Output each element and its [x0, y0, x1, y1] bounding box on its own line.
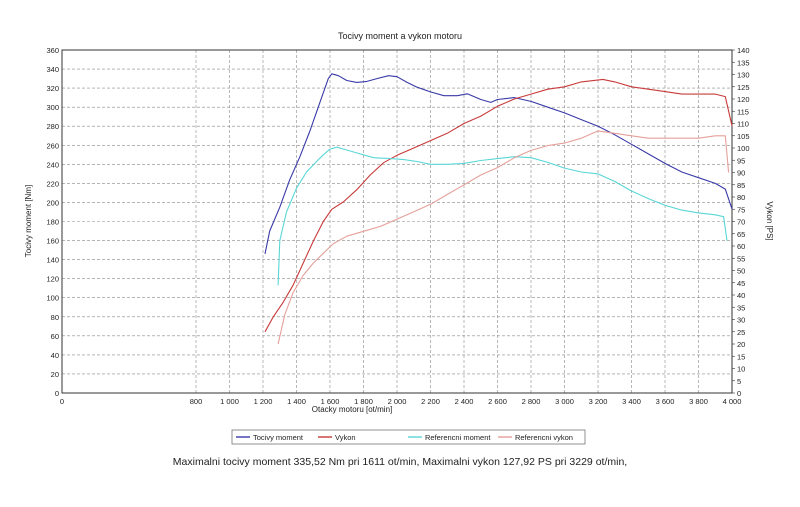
series-line-2: [264, 78, 733, 333]
summary-text: Maximalni tocivy moment 335,52 Nm pri 16…: [172, 456, 628, 468]
y-right-tick-label: 80: [737, 193, 745, 202]
y-right-tick-label: 0: [737, 389, 741, 398]
y-right-tick-label: 50: [737, 267, 745, 276]
x-tick-label: 3 000: [555, 397, 574, 406]
series-line-4: [277, 130, 730, 345]
y-left-tick-label: 220: [46, 179, 59, 188]
x-tick-label: 1 000: [220, 397, 239, 406]
y-right-tick-label: 100: [737, 144, 750, 153]
y-right-tick-label: 30: [737, 316, 745, 325]
x-tick-label: 1 800: [354, 397, 373, 406]
x-tick-label: 3 800: [689, 397, 708, 406]
x-axis-label: Otacky motoru [ot/min]: [312, 405, 392, 414]
y-left-tick-label: 60: [51, 332, 59, 341]
y-right-tick-label: 115: [737, 107, 749, 116]
series-line-1: [264, 73, 733, 255]
y-right-tick-label: 130: [737, 71, 750, 80]
y-right-tick-label: 85: [737, 181, 745, 190]
x-tick-label: 0: [60, 397, 64, 406]
x-tick-label: 2 000: [388, 397, 407, 406]
y-right-tick-label: 135: [737, 58, 750, 67]
y-left-tick-label: 140: [46, 256, 59, 265]
y-left-tick-label: 20: [51, 370, 59, 379]
y-left-tick-label: 280: [46, 122, 59, 131]
y-left-tick-label: 0: [55, 389, 59, 398]
x-tick-label: 3 200: [589, 397, 608, 406]
x-tick-label: 3 600: [656, 397, 675, 406]
y-right-tick-label: 65: [737, 230, 745, 239]
x-tick-label: 800: [190, 397, 203, 406]
x-tick-label: 1 600: [321, 397, 340, 406]
y-right-tick-label: 40: [737, 291, 745, 300]
y-right-tick-label: 95: [737, 156, 745, 165]
y-left-tick-label: 40: [51, 351, 59, 360]
y-right-tick-label: 45: [737, 279, 745, 288]
y-axis-right-label: Vykon [PS]: [765, 201, 774, 240]
y-right-tick-label: 75: [737, 205, 745, 214]
y-left-tick-label: 120: [46, 275, 59, 284]
x-tick-label: 1 200: [254, 397, 273, 406]
y-left-tick-label: 80: [51, 313, 59, 322]
y-left-tick-label: 360: [46, 46, 59, 55]
y-right-tick-label: 20: [737, 340, 745, 349]
y-left-tick-label: 240: [46, 160, 59, 169]
legend-label: Vykon: [335, 433, 356, 442]
x-tick-label: 3 400: [622, 397, 641, 406]
series-lines: [264, 73, 733, 345]
legend: Tocivy moment Vykon Referencni moment Refer…: [236, 433, 573, 442]
legend-label: Referencni vykon: [515, 433, 573, 442]
y-left-tick-label: 300: [46, 103, 59, 112]
y-right-tick-label: 60: [737, 242, 745, 251]
grid-lines: [61, 49, 733, 394]
y-left-tick-label: 340: [46, 65, 59, 74]
x-tick-label: 4 000: [723, 397, 742, 406]
y-left-tick-label: 200: [46, 198, 59, 207]
y-right-tick-label: 5: [737, 377, 741, 386]
y-right-tick-label: 70: [737, 218, 745, 227]
axes: 0204060801001201401601802002202402602803…: [46, 46, 749, 406]
y-left-tick-label: 260: [46, 141, 59, 150]
y-right-tick-label: 90: [737, 169, 745, 178]
x-tick-label: 1 400: [287, 397, 306, 406]
y-right-tick-label: 15: [737, 352, 745, 361]
y-axis-left-label: Tocivy moment [Nm]: [24, 185, 33, 257]
y-right-tick-label: 55: [737, 254, 745, 263]
x-tick-label: 2 400: [455, 397, 474, 406]
legend-label: Referencni moment: [425, 433, 491, 442]
y-right-tick-label: 125: [737, 83, 750, 92]
legend-label: Tocivy moment: [253, 433, 304, 442]
y-right-tick-label: 10: [737, 365, 745, 374]
x-tick-label: 2 800: [522, 397, 541, 406]
y-right-tick-label: 35: [737, 303, 745, 312]
y-right-tick-label: 120: [737, 95, 750, 104]
x-tick-label: 2 200: [421, 397, 440, 406]
y-right-tick-label: 110: [737, 120, 749, 129]
chart-title: Tocivy moment a vykon motoru: [338, 31, 462, 41]
y-left-tick-label: 320: [46, 84, 59, 93]
y-left-tick-label: 180: [46, 218, 59, 227]
y-right-tick-label: 140: [737, 46, 750, 55]
x-tick-label: 2 600: [488, 397, 507, 406]
y-right-tick-label: 25: [737, 328, 745, 337]
y-left-tick-label: 100: [46, 294, 59, 303]
series-line-3: [277, 146, 728, 286]
y-right-tick-label: 105: [737, 132, 750, 141]
y-left-tick-label: 160: [46, 237, 59, 246]
